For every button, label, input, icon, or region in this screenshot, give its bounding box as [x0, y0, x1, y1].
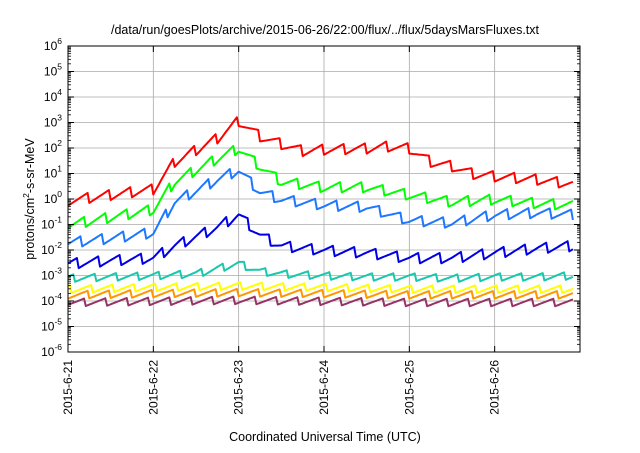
- series-layer: [67, 116, 574, 308]
- x-tick-label: 2015-6-22: [146, 360, 160, 415]
- y-tick-label: 10-4: [41, 291, 62, 308]
- y-tick-label: 106: [44, 36, 62, 53]
- chart-title: /data/run/goesPlots/archive/2015-06-26/2…: [111, 23, 540, 37]
- series-line: [67, 213, 574, 270]
- y-tick-label: 100: [44, 189, 62, 206]
- series-line: [67, 295, 574, 308]
- grid-lines: [68, 46, 580, 352]
- y-axis-label: protons/cm2-s-sr-MeV: [21, 138, 37, 260]
- x-tick-label: 2015-6-25: [402, 360, 416, 415]
- y-tick-label: 10-2: [41, 240, 62, 257]
- y-tick-label: 104: [44, 87, 62, 104]
- series-line: [67, 260, 574, 283]
- y-tick-label: 105: [44, 62, 62, 79]
- x-tick-label: 2015-6-21: [61, 360, 75, 415]
- axis-ticks: [67, 45, 580, 353]
- x-tick-label: 2015-6-26: [488, 360, 502, 415]
- series-line: [67, 168, 574, 248]
- y-tick-label: 101: [44, 164, 62, 181]
- y-tick-label: 10-6: [41, 342, 62, 359]
- y-tick-label: 10-5: [41, 317, 62, 334]
- y-tick-labels: 10-6 10-5 10-4 10-3 10-2 10-1 100 101 102 103 104 1…: [41, 36, 62, 359]
- x-tick-labels: 2015-6-21 2015-6-22 2015-6-23 2015-6-24 2015…: [61, 360, 502, 415]
- x-axis-label: Coordinated Universal Time (UTC): [229, 430, 421, 444]
- y-tick-label: 102: [44, 138, 62, 155]
- y-tick-label: 10-1: [41, 215, 62, 232]
- series-line: [67, 144, 574, 230]
- series-line: [67, 281, 574, 294]
- y-tick-label: 103: [44, 113, 62, 130]
- y-tick-label: 10-3: [41, 266, 62, 283]
- series-line: [67, 116, 574, 207]
- series-line: [67, 287, 574, 300]
- x-tick-label: 2015-6-24: [317, 360, 331, 415]
- x-tick-label: 2015-6-23: [232, 360, 246, 415]
